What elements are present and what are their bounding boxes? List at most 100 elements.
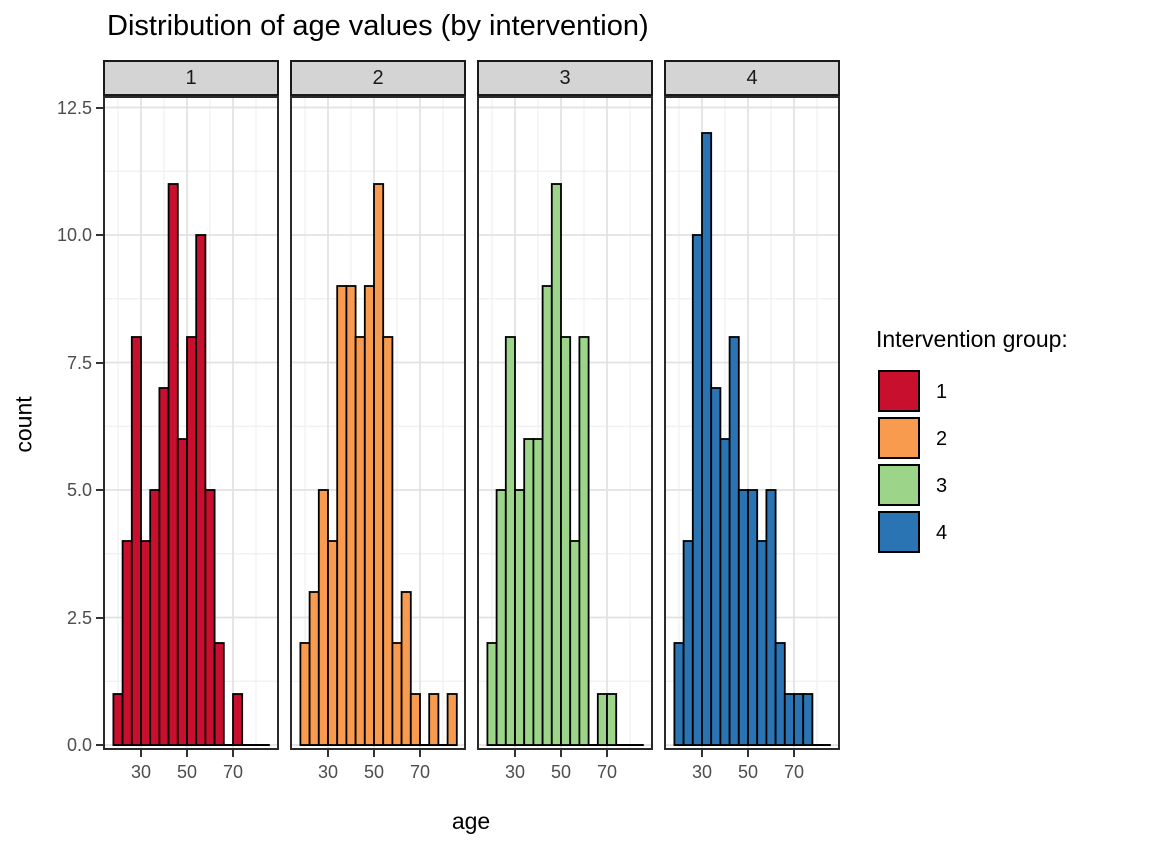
histogram-bar [532, 438, 544, 746]
x-tick-label: 70 [783, 762, 805, 782]
histogram-bar [682, 540, 694, 746]
histogram-bar [317, 489, 329, 746]
y-axis-title: count [10, 396, 37, 453]
x-tick-label: 30 [504, 762, 526, 782]
histogram-bar [765, 489, 777, 746]
histogram-bar [345, 285, 357, 746]
histogram-bar [719, 438, 731, 746]
histogram-bar [569, 540, 581, 746]
histogram-bar [354, 336, 366, 746]
histogram-bar [756, 540, 768, 746]
histogram-bar [523, 438, 535, 746]
histogram-bar [737, 489, 749, 746]
x-tick-label: 50 [737, 762, 759, 782]
histogram-bar [446, 693, 458, 746]
histogram-bar [299, 642, 311, 746]
histogram-bar [186, 336, 198, 746]
histogram-bar [701, 132, 713, 746]
histogram-bar [213, 642, 225, 746]
histogram-bar [802, 693, 814, 746]
histogram-bar [195, 234, 207, 746]
x-tick-label: 50 [550, 762, 572, 782]
x-tick-label: 70 [222, 762, 244, 782]
y-tick-label: 12.5 [56, 97, 92, 118]
histogram-bar [373, 183, 385, 746]
histogram-bar [158, 387, 170, 746]
histogram-bar [428, 693, 440, 746]
legend: Intervention group: 1 2 3 4 [876, 326, 1150, 566]
facet-plot [103, 96, 279, 750]
y-tick-mark [96, 361, 103, 364]
histogram-bar [308, 591, 320, 746]
y-tick-label: 0.0 [66, 735, 92, 755]
y-tick-label: 5.0 [66, 480, 92, 500]
histogram-bar [783, 693, 795, 746]
histogram-bar [232, 693, 244, 746]
histogram-bar [400, 591, 412, 746]
x-tick-label: 50 [363, 762, 385, 782]
histogram-bar [149, 489, 161, 746]
y-tick-mark [96, 616, 103, 619]
x-tick-mark [747, 750, 749, 757]
x-tick-mark [793, 750, 795, 757]
histogram-bar [176, 438, 188, 746]
histogram-bar [130, 336, 142, 746]
histogram-bar [167, 183, 179, 746]
histogram-bar [391, 642, 403, 746]
histogram-bar [495, 489, 507, 746]
histogram-bar [363, 285, 375, 746]
histogram-bar [504, 336, 516, 746]
x-tick-mark [186, 750, 188, 757]
x-tick-mark [373, 750, 375, 757]
x-tick-label: 70 [409, 762, 431, 782]
chart-title: Distribution of age values (by intervent… [107, 10, 649, 42]
x-tick-label: 30 [691, 762, 713, 782]
histogram-bar [382, 336, 394, 746]
x-tick-label: 30 [317, 762, 339, 782]
legend-swatch [878, 370, 920, 412]
x-tick-mark [140, 750, 142, 757]
histogram-bar [336, 285, 348, 746]
histogram-bar [560, 336, 572, 746]
histogram-bar [691, 234, 703, 746]
y-tick-mark [96, 744, 103, 746]
y-tick-mark [96, 489, 103, 491]
facet-strip: 4 [664, 60, 840, 96]
x-tick-mark [419, 750, 421, 757]
histogram-bar [747, 489, 759, 746]
facet-strip: 1 [103, 60, 279, 96]
histogram-bar [486, 642, 498, 746]
x-axis-title: age [451, 808, 491, 834]
histogram-bar [327, 540, 339, 746]
x-tick-mark [606, 750, 608, 757]
legend-swatch [878, 511, 920, 553]
legend-item-label: 4 [936, 522, 948, 544]
y-tick-label: 2.5 [66, 607, 92, 628]
facet-plot [664, 96, 840, 750]
histogram-bar [710, 387, 722, 746]
y-tick-label: 10.0 [56, 225, 92, 245]
histogram-bar [204, 489, 216, 746]
histogram-bar [774, 642, 786, 746]
y-tick-label: 7.5 [66, 352, 92, 373]
legend-swatch [878, 417, 920, 459]
histogram-bar [541, 285, 553, 746]
x-tick-label: 70 [596, 762, 618, 782]
legend-item-label: 1 [936, 381, 948, 403]
histogram-bar [409, 693, 421, 746]
x-tick-mark [514, 750, 516, 757]
facet-plot [290, 96, 466, 750]
x-tick-mark [232, 750, 234, 757]
histogram-bar [550, 183, 562, 746]
histogram-bar [673, 642, 685, 746]
legend-swatch [878, 464, 920, 506]
histogram-bar [121, 540, 133, 746]
legend-title: Intervention group: [876, 326, 1068, 352]
histogram-bar [596, 693, 608, 746]
x-tick-mark [560, 750, 562, 757]
histogram-bar [793, 693, 805, 746]
facet-plot [477, 96, 653, 750]
y-tick-mark [96, 106, 103, 109]
x-tick-mark [701, 750, 703, 757]
